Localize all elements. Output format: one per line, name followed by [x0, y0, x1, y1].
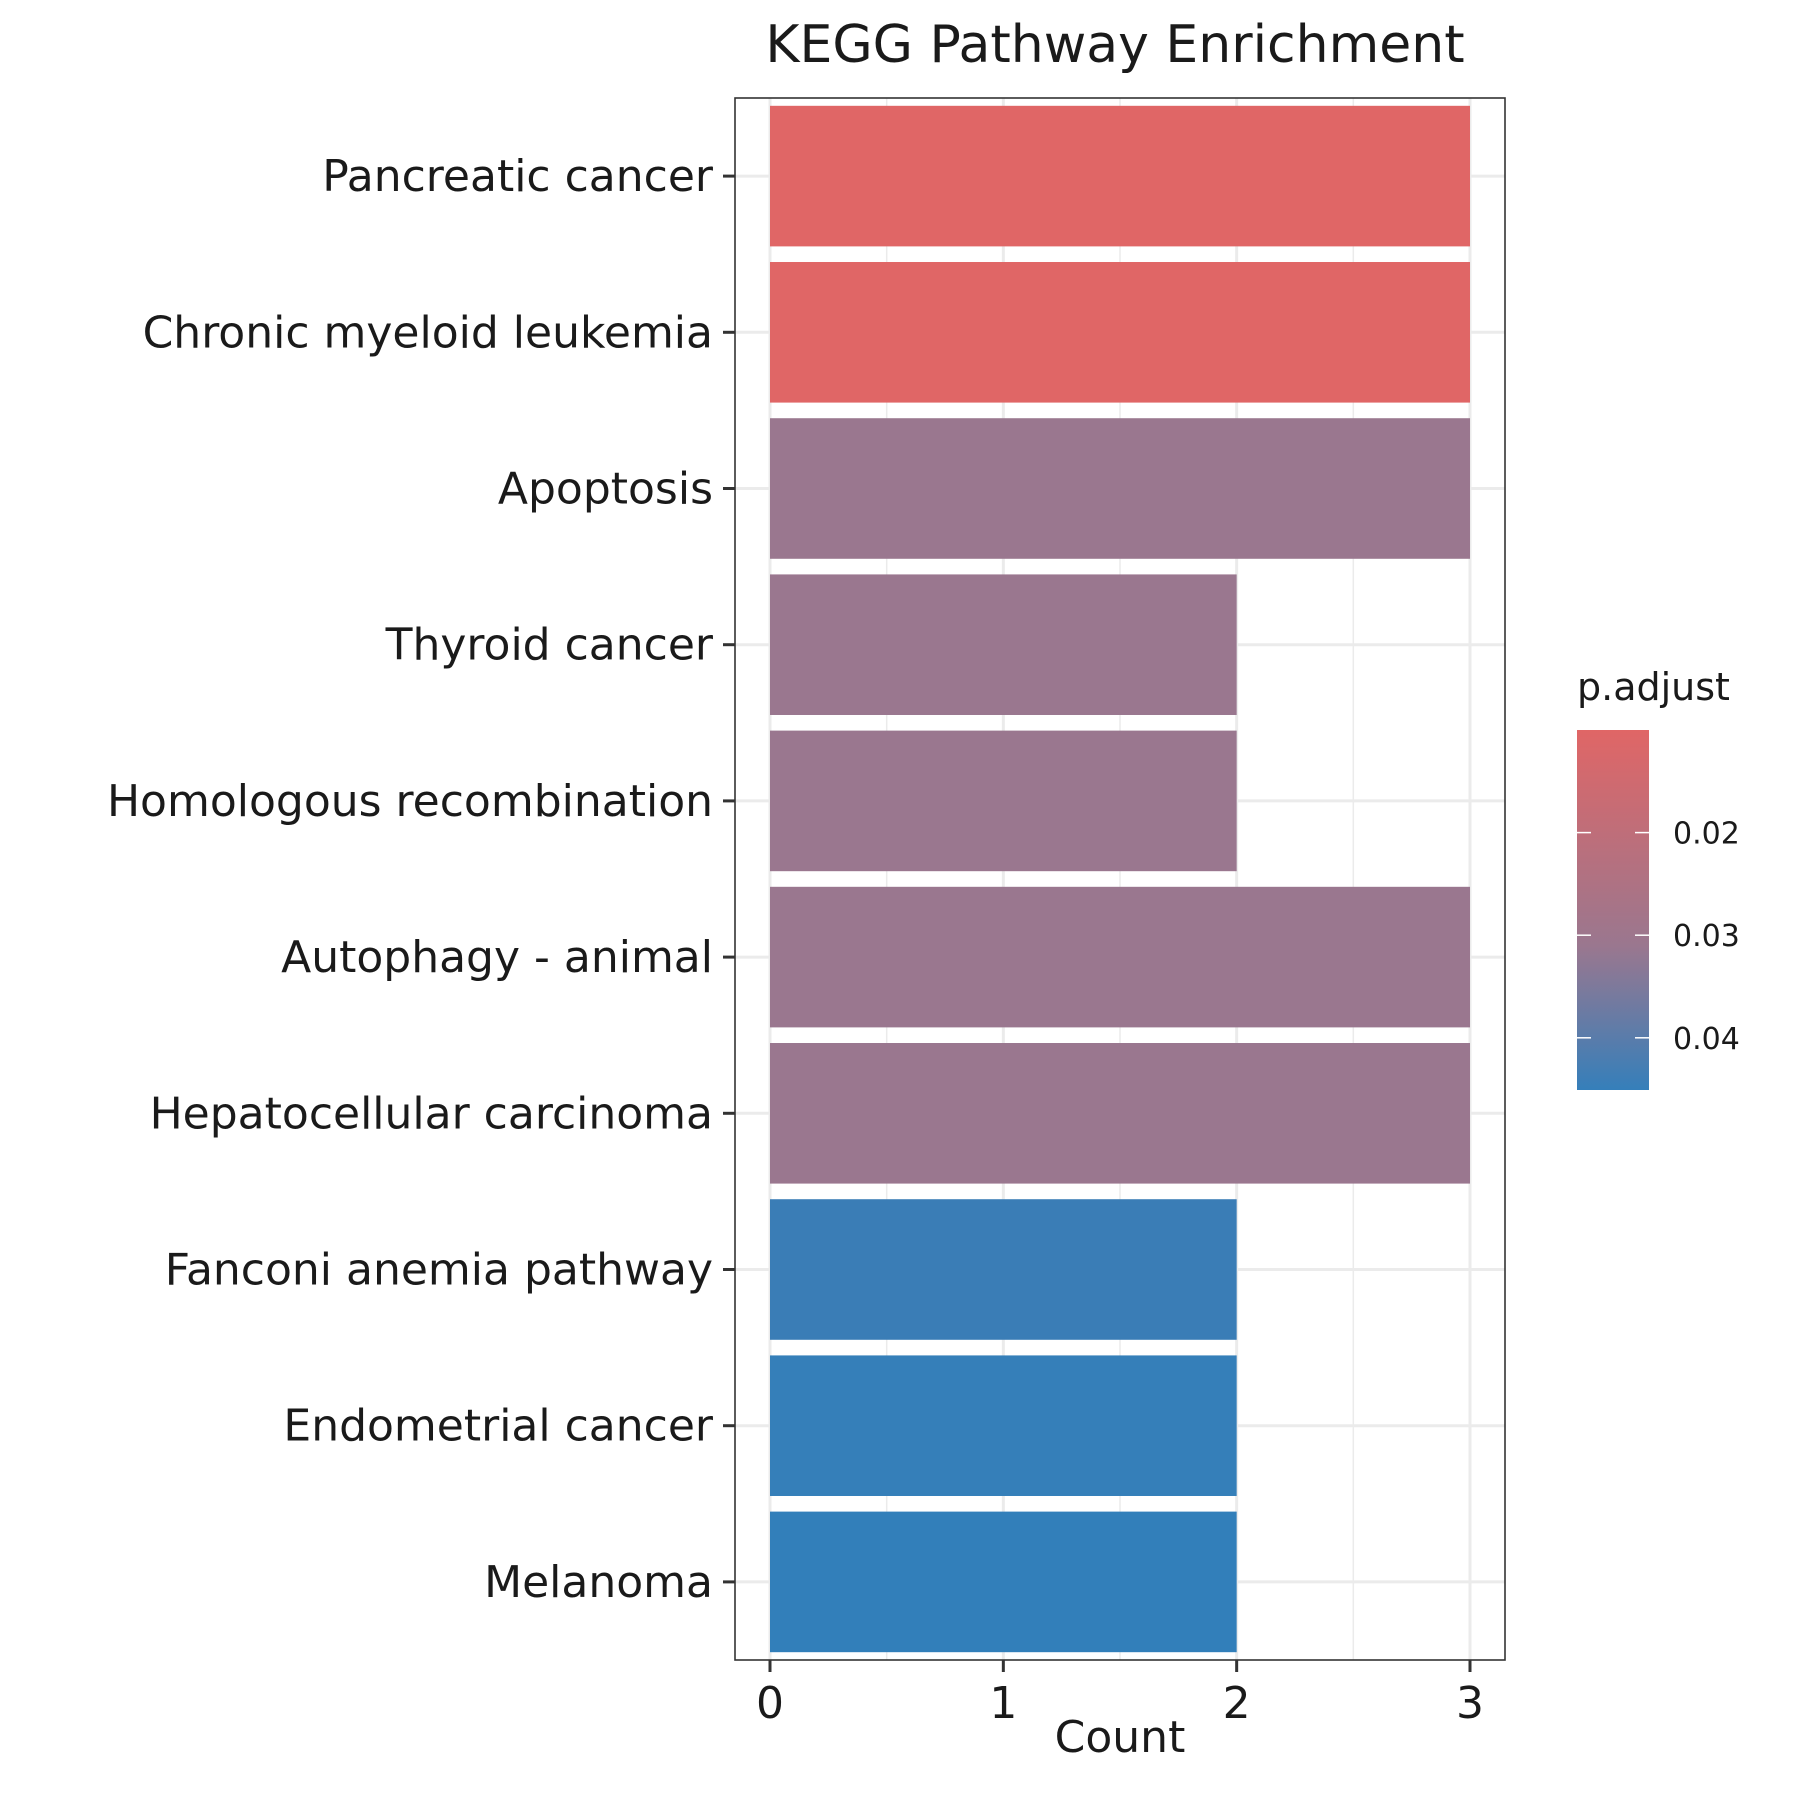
bar	[770, 1043, 1470, 1184]
y-tick-label: Autophagy - animal	[281, 932, 713, 983]
y-tick-label: Thyroid cancer	[385, 620, 714, 671]
bar	[770, 105, 1470, 247]
y-tick-label: Homologous recombination	[107, 776, 713, 827]
legend-ticks: 0.02 0.03 0.04	[1577, 817, 1740, 1057]
y-tick-label: Chronic myeloid leukemia	[143, 307, 713, 358]
x-tick-label: 1	[989, 1678, 1017, 1729]
legend-tick-label: 0.04	[1673, 1022, 1740, 1057]
y-tick-label: Apoptosis	[498, 464, 713, 515]
bar	[770, 730, 1237, 872]
chart-title: KEGG Pathway Enrichment	[765, 15, 1464, 75]
bar	[770, 574, 1237, 715]
y-tick-label: Pancreatic cancer	[322, 151, 714, 202]
panel-border	[734, 97, 1506, 1661]
bar	[770, 1511, 1237, 1653]
y-tick-label: Melanoma	[484, 1557, 713, 1608]
x-tick-label: 0	[756, 1678, 784, 1729]
x-axis-title: Count	[1055, 1712, 1186, 1763]
x-tick-label: 2	[1223, 1678, 1251, 1729]
color-legend: p.adjust 0.02 0.03 0.04	[1577, 665, 1740, 1090]
legend-tick-label: 0.03	[1673, 919, 1740, 954]
legend-tick-label: 0.02	[1673, 817, 1740, 852]
bar-series	[770, 105, 1470, 1653]
axis-ticks	[723, 174, 1472, 1672]
y-tick-label: Hepatocellular carcinoma	[150, 1088, 713, 1139]
axis-labels: Pancreatic cancer Chronic myeloid leukemi…	[107, 151, 1484, 1729]
y-tick-label: Endometrial cancer	[283, 1401, 714, 1452]
bar	[770, 262, 1470, 403]
y-tick-label: Fanconi anemia pathway	[165, 1245, 713, 1296]
bar	[770, 1355, 1237, 1496]
bar	[770, 886, 1470, 1028]
legend-title: p.adjust	[1577, 665, 1730, 709]
legend-colorbar	[1577, 730, 1649, 1090]
x-tick-label: 3	[1456, 1678, 1484, 1729]
bar	[770, 1199, 1237, 1340]
bar	[770, 418, 1470, 559]
